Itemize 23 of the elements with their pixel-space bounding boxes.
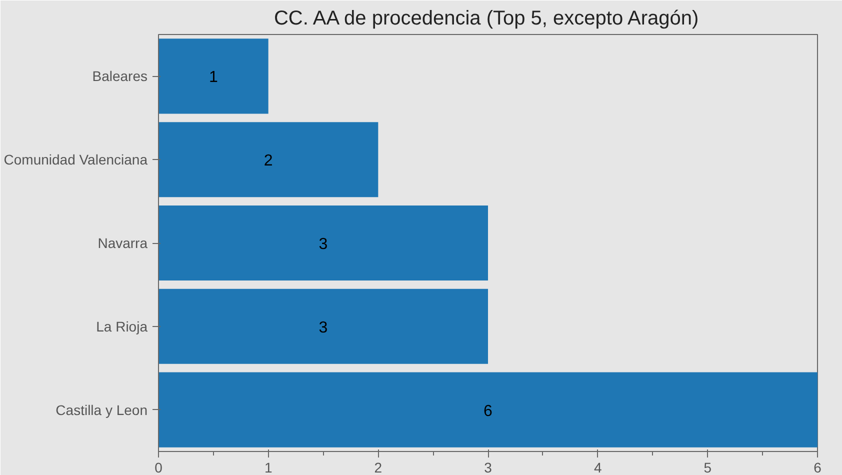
data-label: 1 xyxy=(208,69,218,86)
y-tick-label: La Rioja xyxy=(96,318,148,334)
x-tick-label: 3 xyxy=(484,460,492,475)
chart-title: CC. AA de procedencia (Top 5, excepto Aragón) xyxy=(274,8,699,30)
y-tick-label: Navarra xyxy=(98,235,148,251)
bar xyxy=(158,205,488,281)
bar xyxy=(158,372,818,448)
y-tick-label: Castilla y Leon xyxy=(56,402,148,418)
x-tick-label: 5 xyxy=(704,460,712,475)
x-tick-label: 2 xyxy=(374,460,382,475)
data-label: 2 xyxy=(264,152,273,170)
bar xyxy=(158,38,268,114)
x-tick-label: 6 xyxy=(814,460,822,475)
y-tick-label: Baleares xyxy=(92,68,148,84)
bar xyxy=(158,122,378,198)
data-label: 3 xyxy=(318,236,328,253)
bar xyxy=(158,288,488,364)
x-tick-label: 4 xyxy=(594,460,602,475)
data-label: 3 xyxy=(318,319,328,336)
y-tick-label: Comunidad Valenciana xyxy=(4,152,148,168)
data-label: 6 xyxy=(484,402,493,420)
x-tick-label: 1 xyxy=(264,460,272,475)
x-tick-label: 0 xyxy=(154,460,163,475)
